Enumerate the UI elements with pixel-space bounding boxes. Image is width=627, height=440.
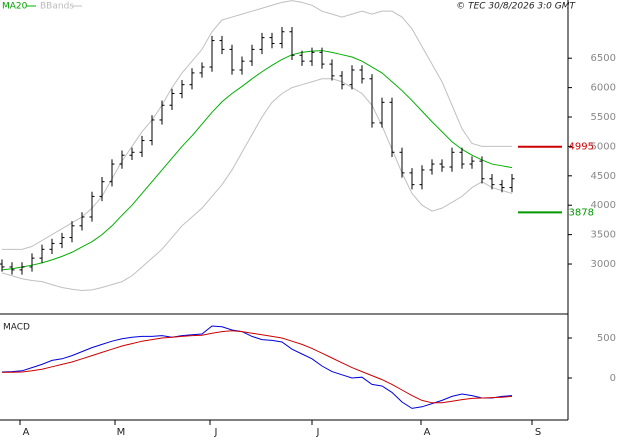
x-tick-label: S (535, 427, 541, 438)
y-tick-label: 0 (610, 373, 616, 384)
series-line (2, 0, 512, 250)
series-line (1, 330, 513, 404)
level-label: 3878 (569, 207, 594, 218)
x-tick-label: M (117, 427, 126, 438)
legend-entry: BBands (40, 2, 74, 12)
panel-title: MACD (3, 323, 30, 333)
y-tick-label: 3000 (591, 259, 616, 270)
y-tick-label: 6500 (591, 53, 616, 64)
y-tick-label: 5000 (591, 141, 616, 152)
legend-entry: MA20 (2, 2, 28, 12)
x-tick-label: J (316, 427, 320, 438)
x-tick-label: A (23, 427, 30, 438)
series-line (1, 50, 513, 271)
x-tick-label: A (424, 427, 431, 438)
series-line (1, 325, 513, 409)
level-label: 4995 (569, 142, 594, 153)
copyright-note: © TEC 30/8/2026 3:0 GMT (456, 2, 576, 12)
y-tick-label: 500 (597, 333, 616, 344)
y-tick-label: 5500 (591, 112, 616, 123)
y-tick-label: 6000 (591, 83, 616, 94)
x-tick-label: J (214, 427, 218, 438)
y-tick-label: 4500 (591, 171, 616, 182)
series-line (1, 78, 513, 291)
y-tick-label: 4000 (591, 200, 616, 211)
y-tick-label: 3500 (591, 230, 616, 241)
